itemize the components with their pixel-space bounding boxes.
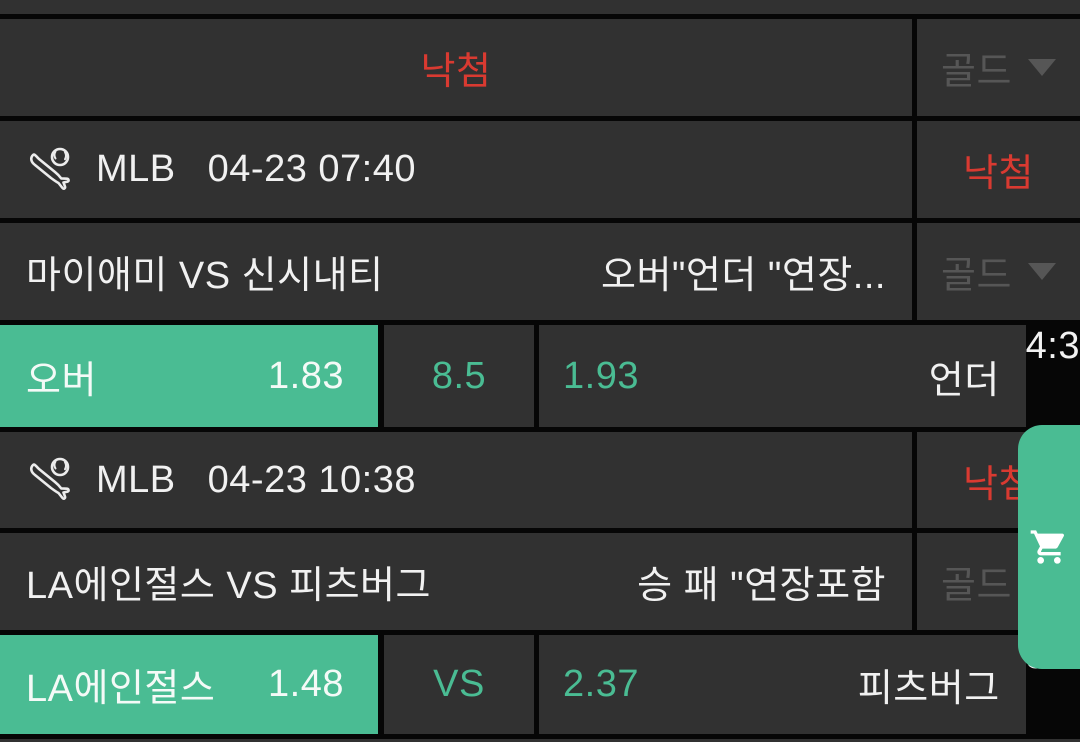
other-outcome-cell[interactable]: 1.93 언더 (539, 325, 1026, 427)
betslip-button[interactable] (1018, 425, 1080, 669)
bottom-strip (0, 739, 1080, 742)
currency-label: 골드 (941, 255, 1012, 297)
other-outcome-name: 피츠버그 (857, 668, 1000, 710)
slip-result-label: 낙첨 (420, 51, 492, 93)
game-teams-row: 마이애미 VS 신시내티 오버"언더 "연장... 골드 (0, 223, 1080, 320)
game-league-cell: MLB 04-23 10:38 (0, 432, 912, 528)
other-outcome-cell[interactable]: 2.37 피츠버그 (539, 635, 1026, 734)
game-teams-cell: LA에인절스 VS 피츠버그 승 패 "연장포함 (0, 533, 912, 630)
game-teams-row: LA에인절스 VS 피츠버그 승 패 "연장포함 골드 (0, 533, 1080, 630)
picked-outcome-name: LA에인절스 (26, 668, 216, 710)
picked-outcome-odds: 1.83 (268, 354, 344, 397)
slip-header-row: 낙첨 골드 (0, 19, 1080, 116)
line-value: 8.5 (431, 354, 487, 397)
market-label: 승 패 "연장포함 (637, 565, 886, 607)
divider (0, 320, 1080, 325)
top-strip (0, 0, 1080, 14)
divider (378, 325, 384, 427)
divider (0, 116, 1080, 121)
line-value: VS (433, 663, 485, 705)
currency-label: 골드 (941, 565, 1012, 607)
bet-selection-row: 오버 1.83 8.5 1.93 언더 4:3 (0, 325, 1080, 427)
game-datetime: 04-23 07:40 (207, 148, 416, 190)
divider (0, 630, 1080, 635)
picked-outcome-cell[interactable]: 오버 1.83 (0, 325, 378, 427)
market-label: 오버"언더 "연장... (601, 255, 886, 297)
currency-label: 골드 (941, 51, 1012, 93)
chevron-down-icon (1027, 263, 1056, 280)
game-status-label: 낙첨 (963, 153, 1034, 195)
divider (534, 635, 539, 734)
game-league-row: MLB 04-23 07:40 낙첨 (0, 121, 1080, 218)
divider (534, 325, 539, 427)
currency-dropdown[interactable]: 골드 (912, 19, 1080, 116)
matchup-label: 마이애미 VS 신시내티 (26, 255, 384, 297)
other-outcome-odds: 1.93 (563, 354, 639, 397)
other-outcome-odds: 2.37 (563, 663, 639, 705)
score-cell: 4:3 (1026, 325, 1080, 427)
baseball-bat-ball-icon (29, 457, 70, 500)
divider (0, 734, 1080, 739)
matchup-label: LA에인절스 VS 피츠버그 (26, 565, 431, 607)
picked-outcome-odds: 1.48 (268, 663, 344, 705)
game-datetime: 04-23 10:38 (207, 458, 416, 501)
divider (378, 635, 384, 734)
line-cell: 8.5 (384, 325, 534, 427)
bet-selection-row: LA에인절스 1.48 VS 2.37 피츠버그 3:9 (0, 635, 1080, 734)
game-league-cell: MLB 04-23 07:40 (0, 121, 912, 218)
picked-outcome-name: 오버 (26, 359, 97, 402)
score-value: 4:3 (1025, 325, 1080, 367)
divider (0, 218, 1080, 223)
divider (0, 528, 1080, 533)
chevron-down-icon (1027, 59, 1056, 76)
slip-result-cell: 낙첨 (0, 19, 912, 116)
picked-outcome-cell[interactable]: LA에인절스 1.48 (0, 635, 378, 734)
currency-dropdown[interactable]: 골드 (912, 223, 1080, 320)
baseball-bat-ball-icon (29, 147, 70, 190)
game-teams-cell: 마이애미 VS 신시내티 오버"언더 "연장... (0, 223, 912, 320)
league-name: MLB (96, 458, 176, 501)
cart-icon (1030, 530, 1064, 564)
divider (0, 427, 1080, 432)
divider (0, 14, 1080, 19)
game-league-row: MLB 04-23 10:38 낙첨 (0, 432, 1080, 528)
other-outcome-name: 언더 (928, 359, 1000, 402)
game-status-badge: 낙첨 (912, 121, 1080, 218)
line-cell: VS (384, 635, 534, 734)
league-name: MLB (96, 148, 176, 190)
